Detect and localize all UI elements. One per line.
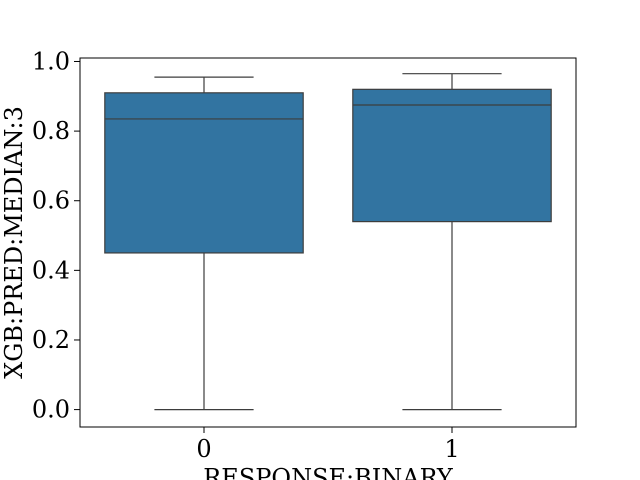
y-tick-label: 0.2 bbox=[32, 326, 70, 354]
x-axis-label: RESPONSE:BINARY bbox=[203, 464, 454, 480]
box-group-1 bbox=[352, 73, 552, 411]
boxes bbox=[104, 73, 552, 411]
y-tick-label: 1.0 bbox=[32, 47, 70, 75]
iqr-box bbox=[104, 92, 304, 254]
plot-area-frame bbox=[79, 57, 577, 428]
y-tick-label: 0.0 bbox=[32, 396, 70, 424]
y-tick-label: 0.8 bbox=[32, 117, 70, 145]
y-axis-label: XGB:PRED:MEDIAN:3 bbox=[0, 106, 28, 379]
box-group-0 bbox=[104, 76, 304, 411]
x-tick-label: 1 bbox=[444, 435, 459, 463]
y-tick-label: 0.6 bbox=[32, 187, 70, 215]
y-ticks: 0.0 0.2 0.4 0.6 0.8 1.0 bbox=[32, 47, 80, 424]
x-tick-label: 0 bbox=[196, 435, 211, 463]
iqr-box bbox=[352, 88, 552, 223]
y-tick-label: 0.4 bbox=[32, 256, 70, 284]
